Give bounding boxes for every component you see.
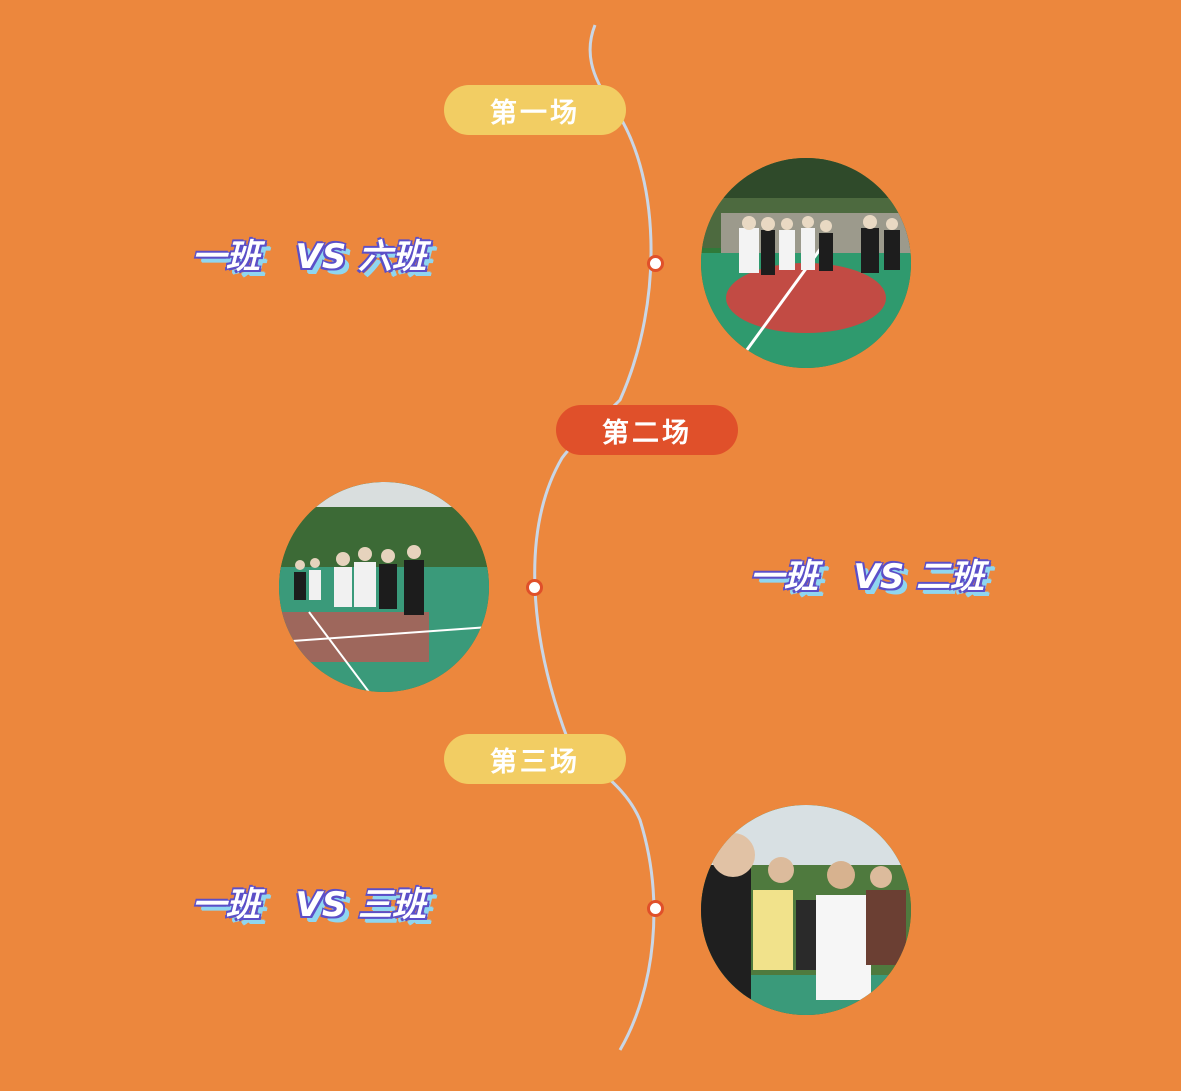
match-1-matchup: 一班 VS 六班 bbox=[192, 236, 427, 277]
match-3-label: 第三场 bbox=[490, 746, 580, 778]
match-2-label: 第二场 bbox=[602, 417, 692, 449]
match-1-timeline-dot bbox=[647, 255, 664, 272]
match-1-label-pill: 第一场 bbox=[444, 85, 626, 135]
match-2-photo bbox=[279, 482, 489, 692]
match-3-photo bbox=[701, 805, 911, 1015]
match-1-photo bbox=[701, 158, 911, 368]
match-2-matchup: 一班 VS 二班 bbox=[750, 556, 985, 597]
match-3-label-pill: 第三场 bbox=[444, 734, 626, 784]
match-3-timeline-dot bbox=[647, 900, 664, 917]
match-2-label-pill: 第二场 bbox=[556, 405, 738, 455]
match-1-label: 第一场 bbox=[490, 97, 580, 129]
match-3-matchup: 一班 VS 三班 bbox=[192, 884, 427, 925]
match-2-timeline-dot bbox=[526, 579, 543, 596]
